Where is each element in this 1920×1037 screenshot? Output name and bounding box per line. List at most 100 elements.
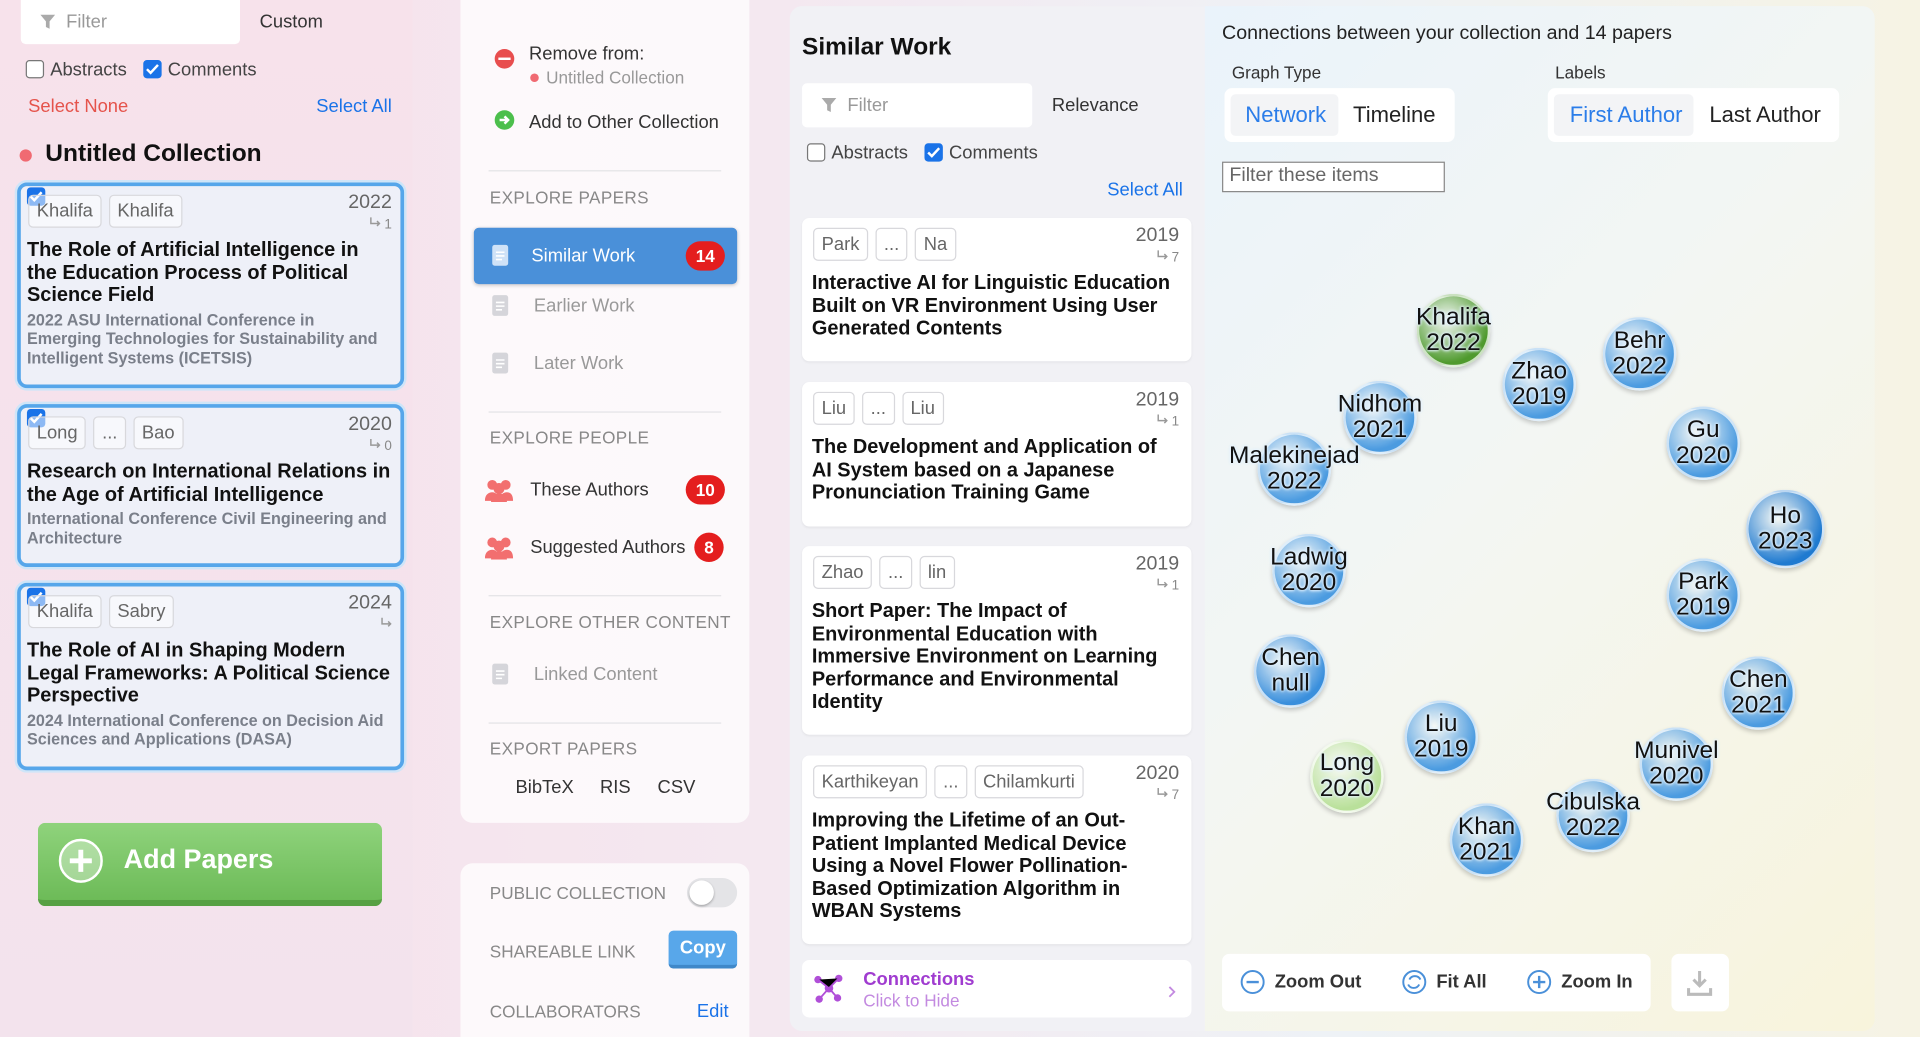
node-author: Nidhom (1337, 390, 1423, 418)
connections-bar[interactable] (802, 960, 1192, 1018)
author-chips: Khalifa Sabry (28, 595, 174, 629)
node-author: Khalifa (1416, 303, 1491, 331)
graph-heading: Connections between your collection and … (1222, 23, 1672, 45)
graph-node[interactable] (1639, 727, 1714, 801)
checkbox[interactable] (143, 60, 162, 79)
add-papers-button[interactable]: Add Papers (37, 822, 383, 907)
divider (488, 411, 722, 413)
citation-arrow (368, 216, 381, 232)
segment-option[interactable]: First Author (1569, 102, 1683, 127)
paper-year: 2019 (1135, 553, 1180, 575)
download-button[interactable] (1671, 953, 1729, 1012)
export-option[interactable]: BibTeX (515, 776, 574, 798)
paper-year: 2020 (1135, 762, 1180, 784)
paper-year: 2020 (348, 413, 392, 435)
node-year: 2022 (1267, 467, 1322, 495)
section-heading: EXPLORE PEOPLE (489, 427, 650, 447)
section-heading: EXPLORE OTHER CONTENT (489, 612, 731, 632)
checkbox[interactable] (25, 60, 45, 79)
edit-link[interactable]: Edit (696, 1001, 729, 1022)
author-chips: Khalifa Khalifa (28, 194, 183, 228)
author-chip: Khalifa (108, 194, 183, 228)
remove-from[interactable]: Remove from: (528, 43, 645, 65)
checkbox[interactable] (806, 143, 826, 162)
graph-node[interactable] (1253, 634, 1328, 708)
graph-node[interactable] (1404, 700, 1478, 774)
add-icon (494, 110, 515, 130)
export-option[interactable]: RIS (600, 776, 631, 798)
people (484, 480, 514, 503)
menu-item[interactable]: Suggested Authors (530, 536, 686, 558)
download (1687, 971, 1713, 996)
paper-year: 2024 (348, 592, 392, 614)
graph-node[interactable] (1416, 293, 1491, 368)
setting-label: COLLABORATORS (489, 1001, 641, 1022)
remove-collection: Untitled Collection (546, 67, 685, 87)
paper-venue: 2024 International Conference on Decisio… (26, 711, 384, 749)
node-year: 2019 (1511, 383, 1567, 411)
sort-option[interactable]: Relevance (1051, 94, 1139, 116)
filter-input[interactable] (1222, 161, 1445, 193)
add-to-other[interactable]: Add to Other Collection (528, 112, 719, 133)
graph-node[interactable] (1746, 489, 1825, 569)
zoom-button[interactable]: Zoom Out (1274, 971, 1362, 993)
menu-item[interactable]: Similar Work (531, 245, 636, 267)
export-option[interactable]: CSV (657, 776, 696, 798)
author-chips: Liu... Liu (813, 391, 944, 425)
menu-item[interactable]: Later Work (533, 353, 624, 375)
doc (492, 352, 509, 374)
sort-option[interactable]: Custom (259, 11, 323, 33)
segment-option[interactable]: Last Author (1709, 102, 1821, 127)
toggle-switch[interactable] (686, 877, 738, 908)
paper-title: Improving the Lifetime of an Out-Patient… (811, 809, 1128, 923)
document-icon (490, 351, 512, 382)
graph-node[interactable] (1449, 803, 1524, 877)
menu-item[interactable]: These Authors (530, 479, 649, 501)
node-author: Zhao (1511, 357, 1568, 385)
graph-node[interactable] (1502, 347, 1576, 422)
filter-input[interactable] (20, 0, 241, 45)
graph-node[interactable] (1721, 656, 1796, 730)
people-icon (484, 478, 514, 509)
paper-title: Interactive AI for Linguistic Education … (811, 271, 1171, 340)
select-all[interactable]: Select All (1107, 179, 1183, 201)
zoom-button[interactable]: Fit All (1436, 971, 1487, 993)
graph-node[interactable] (1602, 317, 1677, 391)
select-all[interactable]: Select All (316, 96, 392, 117)
node-year: 2019 (1676, 593, 1731, 621)
filter-input[interactable] (802, 83, 1033, 128)
node-label: Chen 2021 (1729, 667, 1788, 718)
author-chips: Long... Bao (28, 416, 184, 450)
graph-node[interactable] (1257, 432, 1332, 506)
node-year: 2021 (1459, 838, 1514, 866)
menu-item[interactable]: Linked Content (533, 664, 658, 686)
select-none[interactable]: Select None (28, 96, 129, 117)
citation-count: 0 (368, 438, 392, 454)
add-papers-label: Add Papers (123, 843, 274, 875)
graph-node[interactable] (1310, 739, 1384, 814)
citation-count: 1 (368, 216, 392, 232)
filter-placeholder: Filter (66, 11, 107, 33)
zoom-button[interactable]: Zoom In (1561, 971, 1633, 993)
graph-node[interactable] (1556, 778, 1630, 853)
graph-node[interactable] (1666, 406, 1741, 481)
graph-node[interactable] (1343, 380, 1417, 455)
checkbox[interactable] (924, 143, 943, 162)
author-chip: Sabry (108, 595, 174, 629)
citation-arrow (368, 438, 381, 454)
segment-option[interactable]: Timeline (1353, 102, 1436, 127)
author-chips: Park... Na (813, 227, 956, 261)
minus (498, 57, 511, 61)
citation-arrow (1156, 413, 1168, 429)
doc (492, 295, 509, 316)
node-year: 2020 (1319, 775, 1375, 803)
control-label: Labels (1555, 62, 1606, 83)
copy-button[interactable]: Copy (668, 930, 738, 969)
menu-item[interactable]: Earlier Work (533, 295, 635, 317)
citation-count: 7 (1156, 249, 1179, 265)
section-heading: EXPORT PAPERS (489, 738, 638, 758)
segment-option[interactable]: Network (1245, 102, 1327, 127)
graph-node[interactable] (1272, 533, 1346, 608)
checkbox-label: Comments (167, 59, 257, 81)
graph-node[interactable] (1666, 558, 1741, 632)
